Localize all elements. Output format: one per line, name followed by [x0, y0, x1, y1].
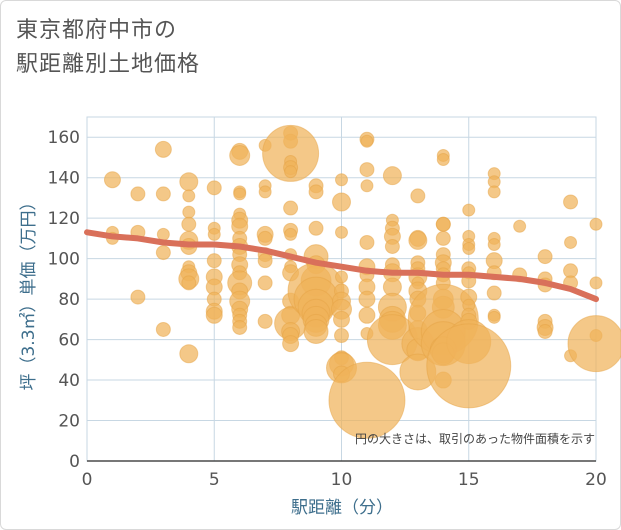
bubble-point: [382, 166, 402, 186]
bubble-point: [155, 321, 171, 337]
y-tick-label: 40: [58, 371, 80, 391]
y-tick-label: 160: [48, 128, 80, 148]
bubble-point: [154, 140, 172, 158]
y-tick-label: 80: [58, 290, 80, 310]
bubble-point: [179, 344, 199, 364]
axis-ticks: 0 20 40 60 80 100 120 140 160 0 5 10 15 20: [48, 128, 607, 490]
bubble-point: [283, 200, 299, 216]
bubble-point: [410, 188, 426, 204]
bubble-point: [462, 203, 476, 217]
y-tick-label: 20: [58, 412, 80, 432]
bubble-point: [182, 189, 196, 203]
y-tick-label: 100: [48, 250, 80, 270]
bubble-point: [408, 230, 428, 250]
bubble-point: [282, 335, 300, 353]
bubble-point: [589, 276, 603, 290]
bubble-point: [360, 134, 374, 148]
bubble-point: [284, 227, 298, 241]
x-tick-label: 10: [331, 470, 353, 490]
x-tick-label: 20: [585, 470, 607, 490]
bubble-point: [155, 186, 171, 202]
bubble-point: [360, 179, 374, 193]
bubble-point: [308, 220, 324, 236]
y-tick-label: 0: [69, 452, 80, 472]
chart-title-line1: 東京都府中市の: [16, 18, 178, 43]
bubble-point: [486, 285, 502, 301]
bubble-point: [232, 319, 248, 335]
chart-title: 東京都府中市の 駅距離別土地価格: [16, 14, 200, 82]
bubble-point: [567, 315, 621, 373]
bubble-point: [103, 171, 121, 189]
bubble-point: [537, 249, 553, 265]
x-tick-label: 0: [82, 470, 93, 490]
bubble-point: [155, 245, 171, 261]
bubble-point: [334, 328, 349, 344]
bubble-point: [257, 230, 273, 246]
bubble-point: [206, 180, 222, 196]
bubble-point: [303, 318, 329, 344]
bubble-point: [207, 227, 221, 241]
bubble-point: [308, 184, 324, 200]
bubble-point: [487, 185, 501, 199]
bubble-point: [335, 225, 348, 239]
bubble-point: [335, 173, 348, 187]
bubble-point: [156, 227, 170, 241]
bubble-point: [284, 165, 298, 179]
bubble-point: [229, 144, 251, 166]
bubble-point: [358, 306, 376, 324]
bubble-point: [335, 270, 348, 284]
trend-line: [84, 229, 599, 303]
bubble-point: [205, 306, 223, 324]
bubble-point: [181, 275, 197, 291]
bubble-point: [333, 310, 350, 328]
bubble-point: [426, 323, 512, 409]
bubbles: [103, 124, 621, 439]
bubble-point: [182, 205, 196, 219]
bubble-point: [206, 253, 222, 269]
bubble-point: [487, 237, 501, 251]
bubble-point: [257, 313, 273, 329]
bubble-point: [179, 172, 199, 192]
bubble-point: [462, 242, 476, 256]
bubble-point: [262, 124, 320, 182]
bubble-point: [563, 194, 579, 210]
bubble-point: [257, 253, 273, 269]
bubble-size-note: 円の大きさは、取引のあった物件面積を示す: [355, 431, 595, 446]
bubble-point: [332, 192, 351, 212]
y-tick-label: 60: [58, 331, 80, 351]
bubble-point: [257, 275, 273, 291]
bubble-point: [435, 230, 451, 246]
bubble-point: [537, 323, 553, 339]
bubble-point: [258, 185, 272, 199]
x-tick-label: 15: [458, 470, 480, 490]
bubble-point: [435, 216, 451, 232]
bubble-point: [564, 235, 578, 249]
grid-lines: [86, 116, 597, 462]
bubble-point: [359, 234, 375, 250]
bubble-point: [130, 289, 146, 305]
y-axis-label: 坪（3.3㎡）単価（万円）: [19, 193, 39, 390]
chart-title-line2: 駅距離別土地価格: [16, 52, 201, 77]
bubble-point: [487, 310, 501, 324]
bubble-point: [384, 239, 400, 255]
y-tick-label: 120: [48, 209, 80, 229]
bubble-point: [359, 162, 375, 178]
y-tick-label: 140: [48, 169, 80, 189]
bubble-point: [358, 290, 376, 308]
x-tick-label: 5: [209, 470, 220, 490]
bubble-point: [589, 217, 603, 231]
bubble-point: [233, 187, 247, 201]
bubble-point: [130, 186, 146, 202]
bubble-point: [328, 361, 406, 439]
bubble-point: [181, 216, 197, 232]
bubble-point: [436, 152, 450, 166]
x-axis-label: 駅距離（分）: [291, 498, 393, 518]
bubble-point: [513, 219, 527, 233]
